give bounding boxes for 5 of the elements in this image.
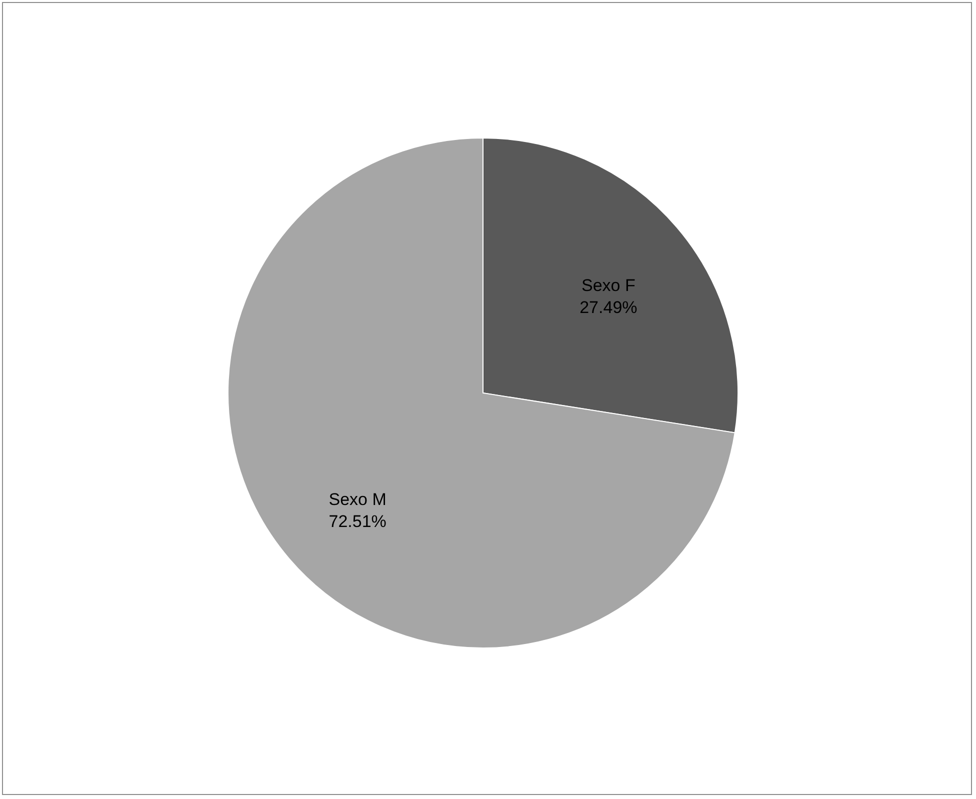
slice-label: Sexo M	[328, 490, 386, 510]
pie-slice	[228, 138, 736, 648]
data-label: 72.51%	[328, 512, 386, 532]
data-label: 27.49%	[580, 298, 638, 317]
slice-label: Sexo F	[582, 276, 636, 295]
